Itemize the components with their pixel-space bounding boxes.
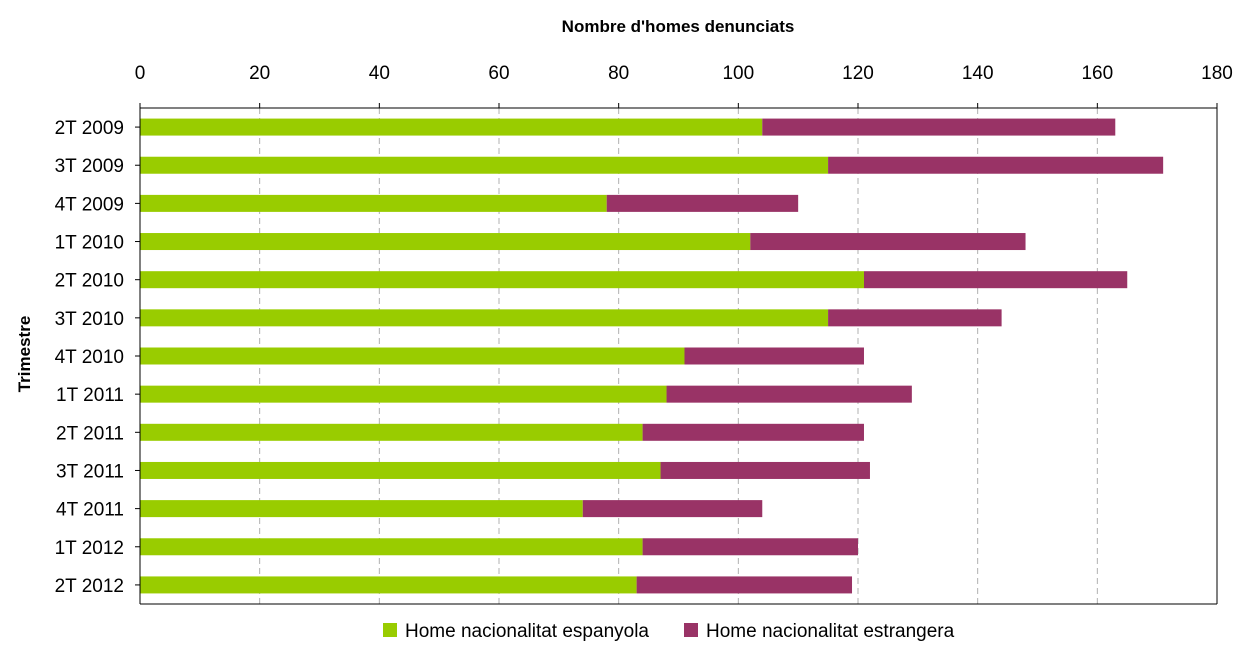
bar-segment-2 <box>642 538 858 556</box>
bar-segment-1 <box>140 347 685 365</box>
bar-segment-1 <box>140 500 583 518</box>
legend-label-2: Home nacionalitat estrangera <box>706 621 955 642</box>
x-tick-label: 120 <box>842 63 874 84</box>
bar-segment-1 <box>140 576 637 594</box>
legend-label-1: Home nacionalitat espanyola <box>405 621 649 642</box>
x-tick-label: 80 <box>608 63 629 84</box>
y-tick-label: 1T 2012 <box>55 538 124 559</box>
bar-segment-1 <box>140 385 667 403</box>
bar-segment-1 <box>140 194 607 212</box>
bar-segment-1 <box>140 233 751 251</box>
x-axis-title: Nombre d'homes denunciats <box>562 17 795 36</box>
legend: Home nacionalitat espanyola Home nacional… <box>383 621 955 642</box>
x-tick-label: 140 <box>962 63 994 84</box>
bar-segment-2 <box>828 309 1002 327</box>
y-tick-label: 3T 2010 <box>55 309 124 330</box>
bar-segment-2 <box>863 271 1128 289</box>
bar-segment-2 <box>666 385 912 403</box>
bar-segment-1 <box>140 271 864 289</box>
bar-segment-1 <box>140 156 829 174</box>
bar-segment-2 <box>750 233 1026 251</box>
bar-segment-2 <box>642 423 864 441</box>
y-tick-label: 3T 2011 <box>56 461 124 482</box>
bar-segment-2 <box>582 500 763 518</box>
y-tick-label: 2T 2011 <box>56 423 124 444</box>
axes <box>135 103 1218 605</box>
x-tick-label: 180 <box>1201 63 1233 84</box>
legend-swatch-1 <box>383 623 397 637</box>
bar-segment-2 <box>762 118 1116 136</box>
y-tick-label: 1T 2011 <box>56 385 124 406</box>
x-tick-label: 20 <box>249 63 270 84</box>
x-tick-label: 100 <box>722 63 754 84</box>
y-tick-label: 2T 2009 <box>55 118 124 139</box>
y-tick-label: 4T 2011 <box>56 500 124 521</box>
bar-segment-2 <box>660 461 870 479</box>
y-tick-label: 4T 2009 <box>55 194 124 215</box>
bar-segment-1 <box>140 309 829 327</box>
bar-segment-1 <box>140 538 643 556</box>
y-tick-label: 1T 2010 <box>55 233 124 254</box>
legend-swatch-2 <box>684 623 698 637</box>
x-tick-label: 60 <box>488 63 509 84</box>
bars <box>140 118 1164 594</box>
bar-segment-2 <box>828 156 1164 174</box>
bar-segment-2 <box>606 194 799 212</box>
bar-segment-2 <box>636 576 853 594</box>
y-tick-label: 2T 2010 <box>55 271 124 292</box>
bar-segment-2 <box>684 347 864 365</box>
bar-segment-1 <box>140 461 661 479</box>
y-tick-label: 2T 2012 <box>55 576 124 597</box>
bar-segment-1 <box>140 118 763 136</box>
y-axis-title: Trimestre <box>15 316 34 393</box>
x-tick-labels: 0 20 40 60 80 100 120 140 160 180 <box>135 63 1233 84</box>
y-tick-label: 4T 2010 <box>55 347 124 368</box>
bar-segment-1 <box>140 423 643 441</box>
x-tick-label: 160 <box>1081 63 1113 84</box>
x-tick-label: 0 <box>135 63 146 84</box>
x-tick-label: 40 <box>369 63 390 84</box>
y-tick-label: 3T 2009 <box>55 156 124 177</box>
y-tick-labels: 2T 2009 3T 2009 4T 2009 1T 2010 2T 2010 3T 20… <box>55 118 124 597</box>
